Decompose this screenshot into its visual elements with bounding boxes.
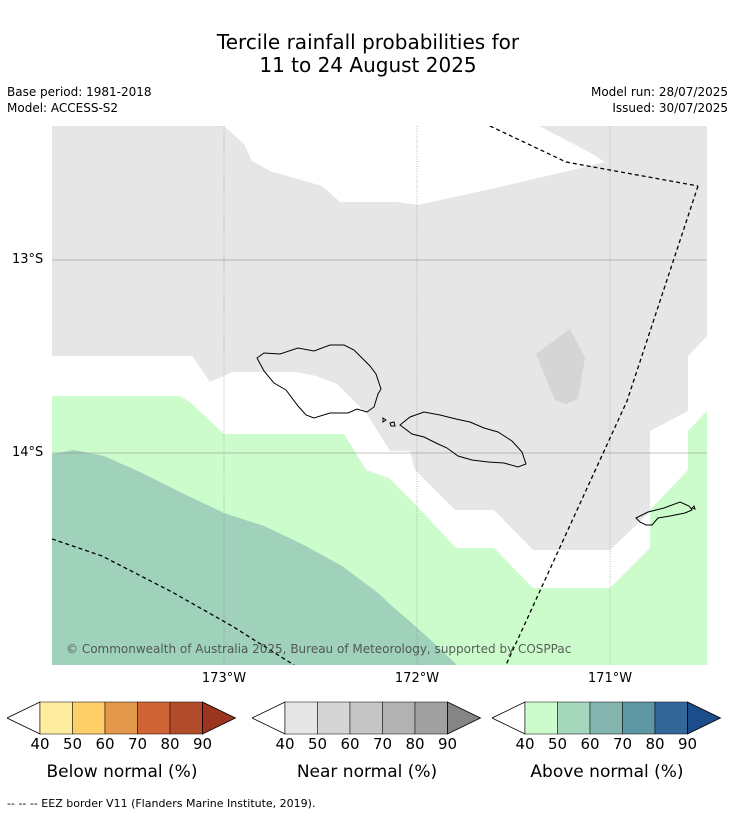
- eez-border-samoa-east: [505, 185, 699, 665]
- colorbar-above-tick-label: 80: [645, 735, 665, 753]
- lon-label-171w: 171°W: [587, 671, 633, 686]
- colorbar-below-segment: [137, 701, 171, 735]
- near-normal-darker-patch: [536, 329, 585, 404]
- colorbar-below-min-arrow: [7, 701, 41, 735]
- apolima-islet: [389, 421, 396, 427]
- colorbar-title-above: Above normal (%): [530, 762, 684, 782]
- colorbar-above-normal: [492, 701, 722, 735]
- colorbar-near-segment: [317, 701, 351, 735]
- colorbar-above-segment: [589, 701, 623, 735]
- colorbar-above-min-arrow: [492, 701, 526, 735]
- colorbar-above-segment: [622, 701, 656, 735]
- colorbar-above-tick-label: 50: [547, 735, 568, 753]
- lon-label-173w: 173°W: [201, 671, 247, 686]
- upolu-island: [399, 411, 527, 468]
- colorbar-near-segment: [414, 701, 448, 735]
- colorbar-near-tick-label: 90: [437, 735, 458, 753]
- coastlines: [256, 344, 696, 526]
- colorbar-near-tick-label: 50: [307, 735, 328, 753]
- colorbar-above-tick-label: 60: [580, 735, 600, 753]
- eez-border-southwest: [52, 538, 295, 665]
- above-normal-stronger-region: [52, 450, 457, 665]
- colorbar-above-tick-label: 70: [612, 735, 633, 753]
- eez-border-samoa-north: [489, 126, 699, 187]
- colorbar-below-tick-label: 70: [127, 735, 148, 753]
- colorbar-below-normal: [7, 701, 237, 735]
- colorbar-below-segment: [39, 701, 73, 735]
- model-name: Model: ACCESS-S2: [7, 101, 119, 115]
- model-run: Model run: 28/07/2025: [590, 85, 728, 99]
- issued-date: Issued: 30/07/2025: [612, 101, 728, 115]
- lat-label-13s: 13°S: [12, 252, 44, 267]
- colorbar-near-max-arrow: [447, 701, 482, 735]
- colorbar-above-segment: [524, 701, 558, 735]
- colorbar-near-segment: [382, 701, 416, 735]
- colorbar-above-tick-label: 40: [515, 735, 535, 753]
- savaii-island: [256, 344, 382, 419]
- colorbar-near-tick-label: 70: [372, 735, 393, 753]
- metadata-right: Model run: 28/07/2025 Issued: 30/07/2025: [591, 84, 728, 116]
- colorbar-below-tick-label: 50: [62, 735, 83, 753]
- metadata-left: Base period: 1981-2018 Model: ACCESS-S2: [7, 84, 152, 116]
- colorbar-near-tick-label: 80: [405, 735, 425, 753]
- colorbar-above-segment: [654, 701, 688, 735]
- title-line-2: 11 to 24 August 2025: [259, 53, 477, 77]
- colorbar-below-segment: [169, 701, 203, 735]
- colorbar-title-below: Below normal (%): [46, 762, 198, 782]
- colorbar-above-max-arrow: [687, 701, 722, 735]
- base-period: Base period: 1981-2018: [7, 85, 152, 99]
- title-line-1: Tercile rainfall probabilities for: [216, 30, 520, 54]
- colorbar-below-max-arrow: [202, 701, 237, 735]
- colorbar-near-segment: [349, 701, 383, 735]
- colorbar-near-tick-label: 60: [340, 735, 360, 753]
- lat-label-14s: 14°S: [12, 445, 44, 460]
- lon-label-172w: 172°W: [394, 671, 440, 686]
- colorbar-near-segment: [284, 701, 318, 735]
- colorbar-below-tick-label: 40: [30, 735, 50, 753]
- colorbar-below-tick-label: 90: [192, 735, 213, 753]
- eez-footnote: -- -- -- EEZ border V11 (Flanders Marine…: [7, 797, 316, 810]
- manono-islet: [382, 417, 387, 423]
- colorbar-below-tick-label: 80: [160, 735, 180, 753]
- forecast-map: © Commonwealth of Australia 2025, Bureau…: [52, 126, 707, 665]
- aunuu-islet: [691, 505, 696, 510]
- tutuila-island: [635, 501, 693, 526]
- colorbar-below-segment: [104, 701, 138, 735]
- colorbar-below-segment: [72, 701, 106, 735]
- colorbar-title-near: Near normal (%): [296, 762, 438, 782]
- colorbar-near-tick-label: 40: [275, 735, 295, 753]
- colorbar-near-min-arrow: [252, 701, 286, 735]
- eez-borders: [52, 126, 699, 665]
- graticule: [52, 126, 707, 665]
- colorbar-above-tick-label: 90: [677, 735, 698, 753]
- colorbar-below-tick-label: 60: [95, 735, 115, 753]
- near-normal-region: [52, 126, 707, 550]
- colorbar-near-normal: [252, 701, 482, 735]
- map-title: Tercile rainfall probabilities for 11 to…: [0, 31, 736, 77]
- copyright-notice: © Commonwealth of Australia 2025, Bureau…: [66, 642, 571, 656]
- colorbar-above-segment: [557, 701, 591, 735]
